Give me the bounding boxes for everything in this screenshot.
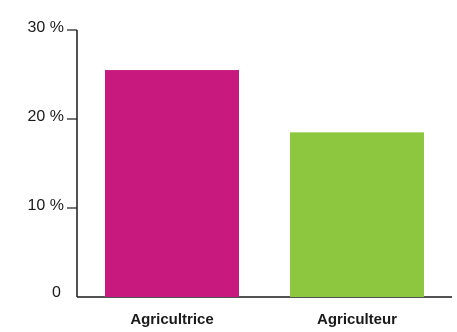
y-tick-label: 20 %: [28, 108, 64, 125]
y-tick-label: 10 %: [28, 197, 64, 214]
category-label: Agriculteur: [317, 311, 397, 328]
y-ticks: 0 10 % 20 % 30 %: [28, 19, 77, 301]
bar-agriculteur: [290, 132, 424, 297]
bar-agricultrice: [105, 70, 239, 297]
y-tick-label: 0: [52, 284, 61, 301]
category-label: Agricultrice: [130, 311, 213, 328]
y-tick-label: 30 %: [28, 19, 64, 36]
bars: [105, 70, 424, 297]
category-labels: Agricultrice Agriculteur: [130, 311, 397, 328]
